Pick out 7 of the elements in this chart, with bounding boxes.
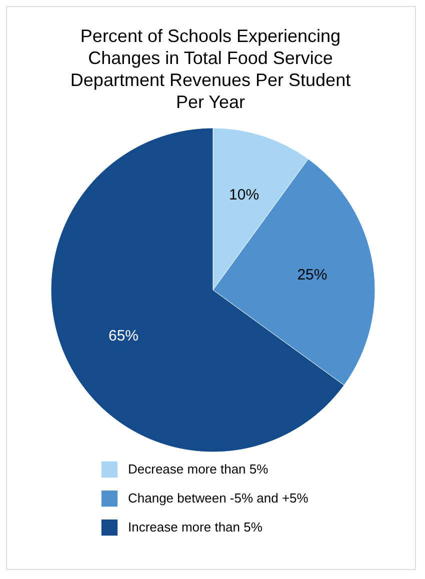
data-label: 65%	[108, 328, 139, 345]
legend-label: Change between -5% and +5%	[128, 490, 309, 506]
data-label: 10%	[229, 186, 260, 204]
legend-label: Increase more than 5%	[128, 520, 263, 534]
legend-label: Decrease more than 5%	[128, 462, 269, 476]
chart-title: Percent of Schools Experiencing Changes in Total Food Service Department Revenues Per Student Per Year	[70, 26, 351, 112]
data-label: 25%	[297, 266, 328, 284]
